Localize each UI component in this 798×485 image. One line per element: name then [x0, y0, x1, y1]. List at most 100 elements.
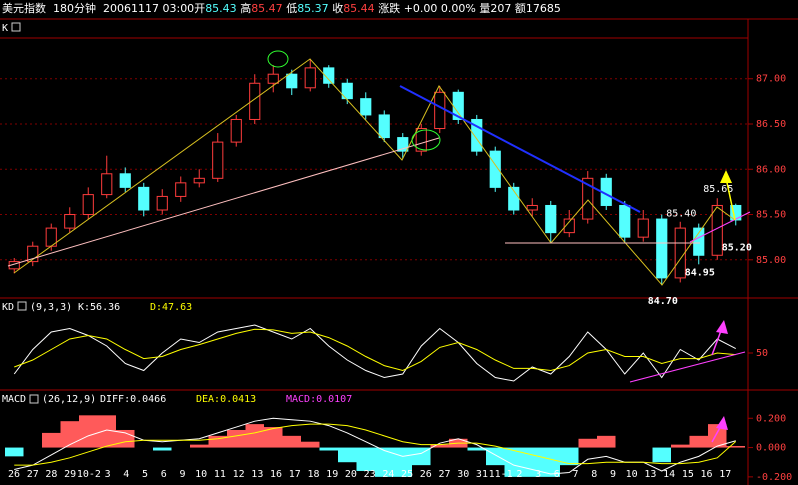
- macd-bar: [42, 432, 61, 448]
- x-tick-label: 20: [345, 469, 357, 480]
- x-tick-label: 17: [719, 469, 731, 480]
- macd-bar: [79, 415, 98, 448]
- x-tick-label: 10: [626, 469, 638, 480]
- macd-bar: [227, 429, 246, 448]
- candle-body: [674, 227, 686, 279]
- x-tick-label: 5: [142, 469, 148, 480]
- candle-body: [230, 118, 242, 143]
- macd-bar: [208, 435, 227, 448]
- candle-body: [545, 204, 557, 234]
- x-tick-label: 13: [644, 469, 656, 480]
- macd-legend: MACD:0.0107: [286, 394, 352, 405]
- y-tick-label: 87.00: [756, 74, 786, 85]
- open: 85.43: [205, 2, 237, 15]
- candle-body: [304, 67, 316, 89]
- close: 85.44: [343, 2, 375, 15]
- candle-body: [175, 182, 187, 197]
- macd-title: MACD: [2, 394, 26, 405]
- x-tick-label: 30: [457, 469, 469, 480]
- kd-params: (9,3,3): [30, 302, 72, 313]
- change-label: 涨跌: [378, 2, 401, 15]
- macd-bar: [282, 435, 301, 448]
- x-tick-label: 6: [161, 469, 167, 480]
- annotation: 85.40: [666, 209, 696, 220]
- y-tick-label: 0.200: [756, 413, 786, 424]
- low: 85.37: [297, 2, 329, 15]
- macd-legend: DEA:0.0413: [196, 394, 256, 405]
- line: [13, 324, 736, 382]
- macd-bar: [652, 447, 671, 463]
- annotation: 85.65: [703, 184, 733, 195]
- change-pct: 0.00%: [440, 2, 476, 15]
- macd-bar: [486, 447, 505, 466]
- x-tick-label: 26: [420, 469, 432, 480]
- candle-body: [619, 204, 631, 238]
- macd-bar: [5, 447, 24, 457]
- macd-bar: [245, 424, 264, 448]
- kd-legend: D:47.63: [150, 302, 192, 313]
- candle-body: [471, 118, 483, 152]
- candle-body: [563, 218, 575, 234]
- macd-params: (26,12,9): [42, 394, 96, 405]
- x-tick-label: 11-1: [489, 469, 513, 480]
- x-tick-label: 28: [45, 469, 57, 480]
- high: 85.47: [251, 2, 283, 15]
- candle-body: [582, 177, 594, 220]
- x-tick-label: 26: [8, 469, 20, 480]
- candle-body: [637, 218, 649, 238]
- y-tick-label: -0.200: [756, 472, 792, 483]
- time: 20061117 03:00: [103, 2, 195, 15]
- macd-bar: [726, 445, 745, 448]
- y-tick-label: 85.00: [756, 255, 786, 266]
- candle-body: [27, 245, 39, 263]
- macd-bar: [301, 441, 320, 448]
- candle-body: [415, 128, 427, 152]
- candle-body: [156, 195, 168, 211]
- candle-body: [212, 141, 224, 179]
- trend-lines: [7, 50, 751, 443]
- macd-bar: [504, 447, 523, 477]
- candle-body: [119, 173, 131, 188]
- x-tick-label: 17: [289, 469, 301, 480]
- macd-bar: [467, 447, 486, 451]
- line: [14, 328, 736, 372]
- low-label: 低: [286, 2, 298, 15]
- macd-bar: [319, 447, 338, 451]
- x-tick-label: 9: [610, 469, 616, 480]
- open-label: 开: [194, 2, 206, 15]
- kd-legend: K:56.36: [78, 302, 120, 313]
- candle-body: [64, 214, 76, 229]
- x-tick-label: 19: [326, 469, 338, 480]
- x-tick-label: 13: [251, 469, 263, 480]
- high-label: 高: [240, 2, 252, 15]
- macd-bar: [60, 421, 79, 448]
- header: 美元指数 180分钟 20061117 03:00开85.43 高85.47 低…: [2, 1, 561, 17]
- candle-body: [730, 204, 742, 221]
- x-tick-label: 15: [682, 469, 694, 480]
- x-tick-label: 3: [535, 469, 541, 480]
- x-tick-label: 27: [438, 469, 450, 480]
- instrument: 美元指数: [2, 2, 46, 15]
- annotation: 84.70: [648, 296, 678, 307]
- amount: 额17685: [514, 2, 561, 15]
- y-tick-label: 50: [756, 348, 768, 359]
- x-tick-label: 18: [307, 469, 319, 480]
- macd-bar: [430, 444, 449, 448]
- y-tick-label: 86.50: [756, 119, 786, 130]
- macd-legend: DIFF:0.0466: [100, 394, 166, 405]
- macd-bar: [597, 435, 616, 448]
- macd-bar: [523, 447, 542, 477]
- candle-body: [323, 67, 335, 84]
- macd-bar: [412, 447, 431, 466]
- x-tick-label: 24: [382, 469, 394, 480]
- y-tick-label: 85.50: [756, 210, 786, 221]
- macd-bar: [560, 447, 579, 466]
- main-title: K: [2, 23, 8, 34]
- candle-body: [434, 91, 446, 130]
- macd-bar: [356, 447, 375, 472]
- candle-body: [397, 137, 409, 152]
- x-tick-label: 6: [554, 469, 560, 480]
- candle-body: [267, 73, 279, 84]
